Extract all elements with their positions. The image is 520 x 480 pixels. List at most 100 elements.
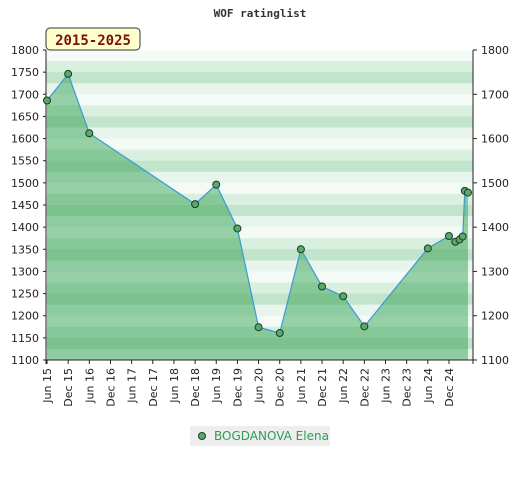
- y-tick-label-right: 1500: [481, 177, 509, 190]
- x-tick-label: Jun 20: [253, 368, 266, 404]
- x-tick-label: Dec 16: [104, 368, 117, 407]
- x-tick-label: Dec 24: [443, 368, 456, 407]
- y-tick-label-left: 1800: [11, 44, 39, 57]
- area-band: [47, 348, 468, 361]
- background-stripe: [46, 315, 473, 328]
- y-tick-label-left: 1600: [11, 133, 39, 146]
- chart-title: WOF ratinglist: [214, 7, 307, 20]
- background-stripe: [46, 105, 473, 117]
- x-tick-label: Dec 17: [147, 368, 160, 407]
- y-tick-label-left: 1150: [11, 332, 39, 345]
- x-tick-label: Dec 15: [62, 368, 75, 407]
- background-stripe: [46, 94, 473, 106]
- y-tick-label-left: 1700: [11, 88, 39, 101]
- legend-series-name: BOGDANOVA Elena: [214, 429, 329, 443]
- data-point: [464, 188, 472, 197]
- x-tick-label: Jun 19: [210, 368, 223, 404]
- data-point: [444, 232, 453, 240]
- data-point: [191, 200, 200, 209]
- data-point: [85, 129, 94, 138]
- x-tick-label: Dec 23: [401, 368, 414, 407]
- data-point: [458, 232, 467, 241]
- background-stripe: [46, 282, 473, 295]
- y-tick-label-left: 1750: [11, 66, 39, 79]
- data-point: [275, 328, 284, 337]
- y-tick-label-left: 1350: [11, 243, 39, 256]
- data-point: [339, 292, 348, 301]
- y-tick-label-left: 1650: [11, 110, 39, 123]
- legend-marker-icon: [198, 432, 206, 440]
- background-stripe: [46, 171, 473, 184]
- background-stripe: [46, 293, 473, 306]
- background-stripe: [46, 249, 473, 261]
- background-stripe: [46, 193, 473, 206]
- x-tick-label: Dec 22: [358, 368, 371, 407]
- data-point: [360, 322, 369, 331]
- background-stripe: [46, 149, 473, 162]
- y-tick-label-left: 1450: [11, 199, 39, 212]
- y-axis-right-ticks: 1100 1200 1300 1400 1500 1600 1700 1800: [473, 44, 509, 367]
- x-axis-ticks: Jun 15 Dec 15 Jun 16 Dec 16 Jun 17 Dec 17 Jun …: [41, 360, 456, 407]
- series-points: [43, 69, 472, 337]
- x-tick-label: Jun 17: [126, 368, 139, 404]
- y-tick-label-left: 1100: [11, 354, 39, 367]
- data-point: [318, 282, 327, 291]
- background-stripe: [46, 127, 473, 140]
- background-stripe: [46, 83, 473, 95]
- x-tick-label: Jun 18: [168, 368, 181, 404]
- y-tick-label-left: 1250: [11, 288, 39, 301]
- y-tick-label-right: 1600: [481, 133, 509, 146]
- background-stripe: [46, 205, 473, 217]
- data-point: [233, 224, 242, 233]
- background-stripe: [46, 260, 473, 272]
- y-tick-label-right: 1200: [481, 310, 509, 323]
- background-stripe: [46, 227, 473, 239]
- data-point: [423, 244, 432, 253]
- y-tick-label-left: 1300: [11, 265, 39, 278]
- y-tick-label-left: 1400: [11, 221, 39, 234]
- data-point: [43, 96, 51, 105]
- x-tick-label: Jun 15: [41, 368, 54, 404]
- x-tick-label: Jun 24: [422, 368, 435, 404]
- period-badge-text: 2015-2025: [55, 33, 131, 49]
- y-tick-label-right: 1100: [481, 354, 509, 367]
- data-point: [254, 323, 263, 332]
- x-tick-label: Dec 21: [316, 368, 329, 407]
- background-stripe: [46, 72, 473, 84]
- area-band: [47, 326, 468, 339]
- y-tick-label-left: 1200: [11, 310, 39, 323]
- background-stripe: [46, 182, 473, 195]
- background-stripe: [46, 50, 473, 62]
- x-tick-label: Dec 18: [189, 368, 202, 407]
- y-tick-label-right: 1300: [481, 265, 509, 278]
- background-stripe: [46, 271, 473, 283]
- legend: BOGDANOVA Elena: [190, 426, 330, 446]
- y-tick-label-right: 1700: [481, 88, 509, 101]
- legend-box: [190, 426, 330, 446]
- x-tick-label: Dec 20: [274, 368, 287, 407]
- y-tick-label-left: 1550: [11, 155, 39, 168]
- x-tick-label: Jun 22: [337, 368, 350, 404]
- y-tick-label-right: 1800: [481, 44, 509, 57]
- period-badge: 2015-2025: [45, 27, 141, 51]
- y-tick-label-right: 1400: [481, 221, 509, 234]
- x-tick-label: Jun 21: [295, 368, 308, 404]
- y-axis-left-ticks: 1100 1150 1200 1250 1300 1350 1400 1450 1500 1550…: [11, 44, 46, 367]
- data-point: [296, 245, 305, 254]
- data-point: [64, 69, 73, 78]
- background-stripe: [46, 138, 473, 151]
- background-stripe: [46, 216, 473, 228]
- background-stripe: [46, 160, 473, 173]
- background-stripe: [46, 116, 473, 128]
- area-band: [47, 337, 468, 350]
- background-stripe: [46, 238, 473, 250]
- background-stripe: [46, 304, 473, 317]
- period-badge-box: [45, 27, 141, 51]
- x-tick-label: Dec 19: [231, 368, 244, 407]
- y-tick-label-left: 1500: [11, 177, 39, 190]
- background-stripe: [46, 61, 473, 73]
- x-tick-label: Jun 16: [83, 368, 96, 404]
- x-tick-label: Jun 23: [379, 368, 392, 404]
- data-point: [212, 180, 221, 189]
